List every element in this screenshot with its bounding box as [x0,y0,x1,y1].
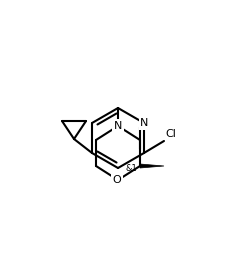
Text: N: N [114,121,122,131]
Text: N: N [140,118,149,128]
Text: Cl: Cl [165,129,176,139]
Polygon shape [140,164,164,168]
Text: O: O [113,175,121,185]
Text: &1: &1 [125,164,137,173]
